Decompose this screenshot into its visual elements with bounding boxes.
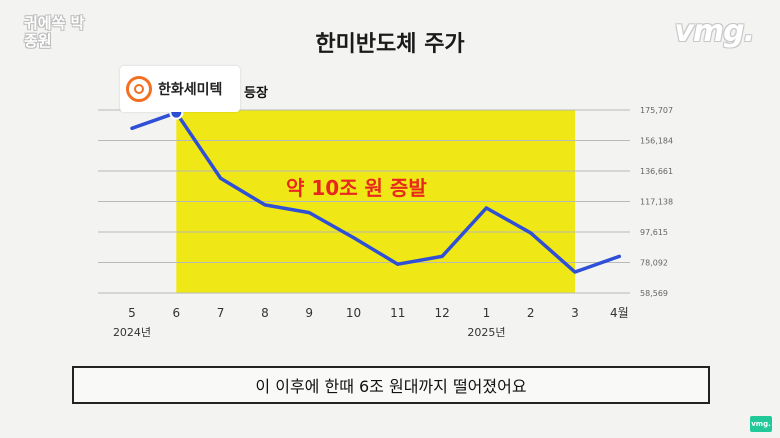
year-label: 2025년 (467, 326, 505, 339)
y-tick-label: 58,569 (640, 289, 668, 298)
data-point (307, 211, 311, 215)
x-tick-label: 3 (571, 306, 579, 320)
company-logo-icon (126, 76, 152, 102)
x-tick-label: 2 (527, 306, 535, 320)
x-tick-label: 12 (434, 306, 449, 320)
company-badge: 한화세미텍 (120, 66, 240, 112)
data-point (263, 203, 267, 207)
data-point (396, 262, 400, 266)
x-tick-label: 9 (305, 306, 313, 320)
y-axis: 175,707 156,184 136,661 117,138 97,615 78,092… (640, 106, 673, 298)
x-tick-label: 8 (261, 306, 269, 320)
x-tick-label: 6 (172, 306, 180, 320)
caption-text: 이 이후에 한때 6조 원대까지 떨어졌어요 (255, 377, 527, 396)
year-label: 2024년 (113, 326, 151, 339)
y-tick-label: 175,707 (640, 106, 673, 115)
left-logo: 귀에쏙 박종원 (24, 14, 85, 50)
y-tick-label: 117,138 (640, 198, 673, 207)
x-tick-label: 10 (346, 306, 361, 320)
x-tick-label: 5 (128, 306, 136, 320)
x-tick-label: 7 (217, 306, 225, 320)
annotation: 약 10조 원 증발 (286, 176, 427, 200)
company-name: 한화세미텍 (158, 82, 223, 98)
series-line (130, 110, 622, 274)
x-tick-label: 4월 (610, 306, 629, 320)
data-point (484, 206, 488, 210)
y-tick-label: 78,092 (640, 259, 668, 268)
data-point (529, 231, 533, 235)
caption-box: 이 이후에 한때 6조 원대까지 떨어졌어요 (72, 366, 710, 404)
data-point (219, 176, 223, 180)
data-point (573, 270, 577, 274)
x-tick-label: 11 (390, 306, 405, 320)
data-point (617, 254, 621, 258)
data-point (352, 236, 355, 240)
data-point (440, 254, 444, 258)
appear-label: 등장 (244, 86, 268, 101)
data-point (130, 126, 134, 130)
corner-logo: vmg. (750, 416, 772, 432)
right-logo: vmg. (674, 14, 755, 49)
page-title: 한미반도체 주가 (315, 32, 465, 57)
x-tick-label: 1 (483, 306, 491, 320)
y-tick-label: 156,184 (640, 137, 673, 146)
y-tick-label: 97,615 (640, 228, 668, 237)
y-tick-label: 136,661 (640, 167, 673, 176)
